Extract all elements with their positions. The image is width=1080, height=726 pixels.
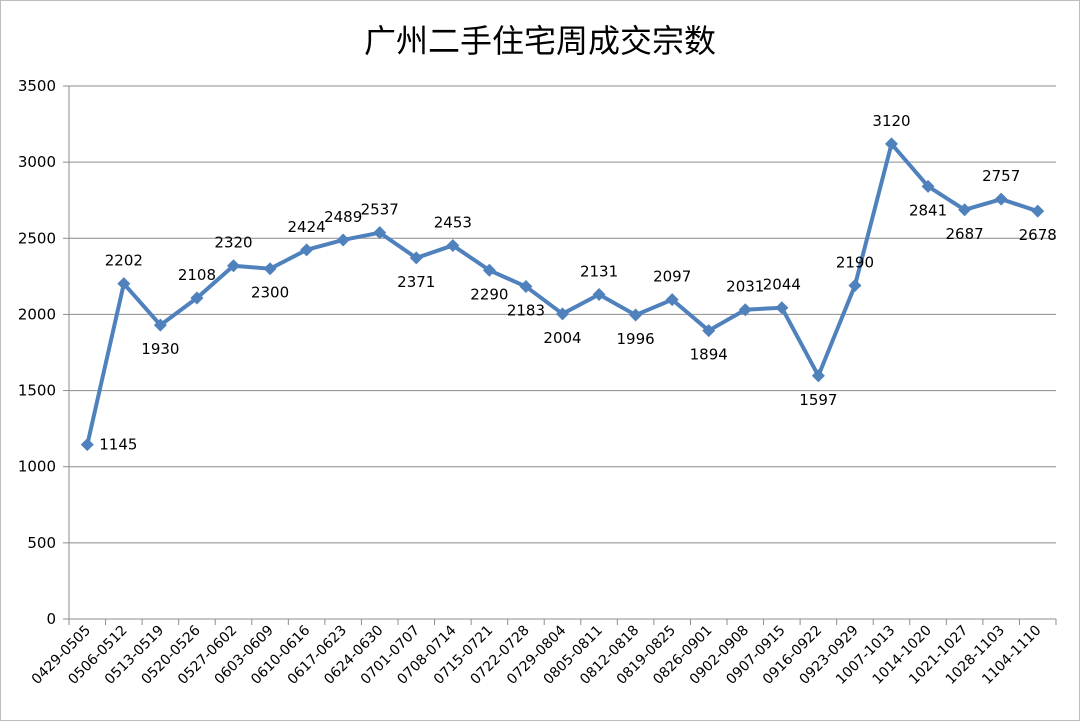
data-label: 2320 (214, 234, 252, 252)
chart-title: 广州二手住宅周成交宗数 (364, 22, 716, 60)
data-label: 3120 (872, 112, 910, 130)
data-point-marker (80, 438, 94, 452)
data-point-marker (921, 179, 935, 193)
data-point-marker (775, 301, 789, 315)
series-line (85, 141, 1040, 447)
y-tick-label: 1500 (18, 382, 56, 400)
data-label: 2841 (909, 201, 947, 219)
data-label: 2424 (288, 218, 326, 236)
data-label: 1894 (690, 346, 728, 364)
y-tick-label: 1000 (18, 458, 56, 476)
data-label: 2202 (105, 252, 143, 270)
y-tick-label: 3000 (18, 153, 56, 171)
y-tick-label: 2000 (18, 305, 56, 323)
data-point-marker (629, 308, 643, 322)
y-tick-label: 3500 (18, 77, 56, 95)
data-point-marker (592, 287, 606, 301)
data-label: 2371 (397, 273, 435, 291)
data-label: 2678 (1019, 226, 1057, 244)
data-label: 2290 (470, 285, 508, 303)
data-point-marker (190, 291, 204, 305)
data-label: 2108 (178, 266, 216, 284)
data-point-marker (738, 303, 752, 317)
axes (63, 85, 1057, 625)
gridlines (69, 85, 1056, 544)
data-point-marker (556, 307, 569, 321)
data-point-marker (409, 251, 423, 265)
data-point-marker (153, 318, 167, 332)
data-label: 2300 (251, 284, 289, 302)
data-point-marker (446, 238, 460, 252)
data-point-marker (848, 278, 862, 292)
data-label: 2687 (946, 225, 984, 243)
data-label: 1996 (617, 330, 655, 348)
data-label: 2453 (434, 213, 472, 231)
data-label: 1930 (141, 340, 179, 358)
data-point-marker (117, 277, 131, 291)
data-label: 2004 (543, 329, 581, 347)
x-axis-ticks: 0429-05050506-05120513-05190520-05260527… (29, 622, 1045, 687)
data-label: 2489 (324, 208, 362, 226)
data-point-marker (811, 369, 825, 383)
data-label: 2044 (763, 276, 801, 294)
data-label: 1145 (99, 436, 137, 454)
data-point-marker (263, 262, 277, 276)
data-point-marker (1031, 204, 1045, 218)
series-layer (80, 137, 1045, 452)
data-label: 2097 (653, 268, 691, 286)
data-point-marker (227, 259, 240, 273)
data-label: 2183 (507, 302, 545, 320)
y-tick-label: 500 (27, 534, 56, 552)
data-point-marker (482, 263, 496, 277)
data-point-marker (373, 226, 387, 240)
data-label: 2190 (836, 253, 874, 271)
data-point-marker (958, 203, 972, 217)
y-tick-label: 0 (46, 610, 56, 628)
data-label: 2757 (982, 167, 1020, 185)
data-label: 1597 (799, 391, 837, 409)
data-point-marker (336, 233, 350, 247)
data-point-marker (519, 280, 533, 294)
data-point-marker (300, 243, 314, 257)
data-point-marker (702, 324, 716, 338)
data-label: 2131 (580, 262, 618, 280)
data-label: 2031 (726, 278, 764, 296)
data-label: 2537 (361, 201, 399, 219)
data-point-marker (994, 192, 1008, 206)
y-axis-ticks: 0 500 1000 1500 2000 2500 3000 3500 (18, 77, 56, 628)
data-point-marker (885, 137, 898, 151)
data-point-marker (665, 293, 679, 307)
y-tick-label: 2500 (18, 229, 56, 247)
